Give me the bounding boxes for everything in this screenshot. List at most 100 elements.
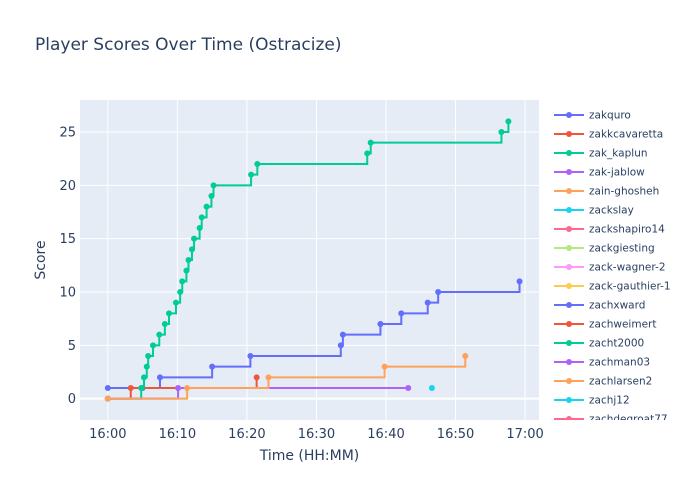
legend-label: zachdegroat77 [589,414,668,426]
data-point [166,310,173,317]
data-point [140,374,147,381]
legend-swatch-marker [566,321,572,327]
data-point [265,374,272,381]
legend-label: zachj12 [589,395,630,407]
y-tick-labels: 0 5 10 15 20 25 [59,126,76,408]
legend-item[interactable]: zackslay [554,205,634,217]
legend-label: zachweimert [589,319,656,331]
data-point [337,342,344,349]
legend-item[interactable]: zachlarsen2 [554,376,652,388]
data-point [138,385,145,391]
data-point [428,385,435,391]
legend-label: zachlarsen2 [589,376,652,388]
legend-label: zackshapiro14 [589,224,665,236]
data-point [184,385,191,391]
data-point [156,331,163,338]
data-point [254,161,261,167]
legend-swatch-marker [566,416,572,420]
legend-item[interactable]: zachj12 [554,395,630,407]
data-point [462,353,469,359]
x-tick-label: 16:40 [367,427,404,442]
x-tick-label: 16:20 [228,427,265,442]
series-line [107,281,521,389]
legend-swatch-marker [566,378,572,384]
legend-item[interactable]: zackgiesting [554,243,655,255]
data-point [516,278,523,285]
data-point [424,299,431,306]
legend-swatch-marker [566,264,572,270]
data-point [185,257,192,263]
y-tick-label: 25 [59,126,76,141]
y-tick-label: 20 [59,179,76,194]
x-tick-label: 17:00 [506,427,543,442]
legend-label: zackslay [589,205,634,217]
legend-label: zack-gauthier-1 [589,281,671,293]
series-zachlarsen2 [104,353,469,402]
data-point [188,246,195,253]
legend-item[interactable]: zakkcavaretta [554,129,663,141]
legend-item[interactable]: zack-wagner-2 [554,262,666,274]
legend-swatch-marker [566,207,572,213]
x-tick-label: 16:50 [437,427,474,442]
legend-label: zachxward [589,300,645,312]
data-point [247,353,254,359]
legend-swatch-marker [566,226,572,232]
y-tick-label: 0 [68,392,76,407]
legend-label: zacht2000 [589,338,644,350]
legend-label: zak_kaplun [589,148,648,160]
data-point [203,203,210,210]
x-axis-title: Time (HH:MM) [259,448,360,464]
data-point [248,171,255,178]
series-zachj12 [428,385,435,391]
legend[interactable]: zakquro zakkcavaretta zak_kaplun zak-jablow… [554,110,671,426]
legend-item[interactable]: zackshapiro14 [554,224,665,236]
data-point [179,278,186,285]
data-point [405,385,412,391]
legend-label: zak-jablow [589,167,645,179]
legend-swatch-marker [566,245,572,251]
x-tick-labels: 16:00 16:10 16:20 16:30 16:40 16:50 17:00 [89,427,544,442]
x-tick-label: 16:30 [298,427,335,442]
legend-item[interactable]: zak_kaplun [554,148,648,160]
data-point [498,129,505,135]
legend-label: zakkcavaretta [589,129,663,141]
data-point [208,193,215,199]
y-tick-label: 15 [59,232,76,247]
legend-item[interactable]: zacht2000 [554,338,644,350]
y-tick-label: 10 [59,286,76,301]
legend-label: zakquro [589,110,631,122]
legend-item[interactable]: zak-jablow [554,167,645,179]
data-point [156,374,163,381]
legend-label: zack-wagner-2 [589,262,666,274]
data-point [104,395,111,402]
legend-swatch-marker [566,359,572,365]
legend-swatch-marker [566,397,572,403]
data-point [183,267,190,274]
legend-swatch-marker [566,302,572,308]
y-tick-label: 5 [68,339,76,354]
legend-item[interactable]: zack-gauthier-1 [554,281,671,293]
legend-item[interactable]: zachdegroat77 [554,414,668,426]
y-axis-title: Score [33,240,49,279]
data-point [210,182,217,189]
data-point [198,214,205,221]
data-point [172,299,179,306]
series-zacht2000 [104,118,512,402]
data-point [191,235,198,242]
data-point [381,363,388,370]
data-point [435,289,442,295]
data-point [398,310,405,317]
x-tick-label: 16:10 [159,427,196,442]
legend-item[interactable]: zachweimert [554,319,656,331]
data-point [196,225,203,231]
legend-swatch-marker [566,169,572,175]
chart-title: Player Scores Over Time (Ostracize) [35,35,342,55]
legend-item[interactable]: zain-ghosheh [554,186,659,198]
legend-swatch-marker [566,112,572,118]
legend-swatch-marker [566,131,572,137]
data-point [104,385,111,391]
plot-background [80,100,539,420]
legend-item[interactable]: zakquro [554,110,631,122]
legend-item[interactable]: zachxward [554,300,645,312]
legend-item[interactable]: zachman03 [554,357,650,369]
